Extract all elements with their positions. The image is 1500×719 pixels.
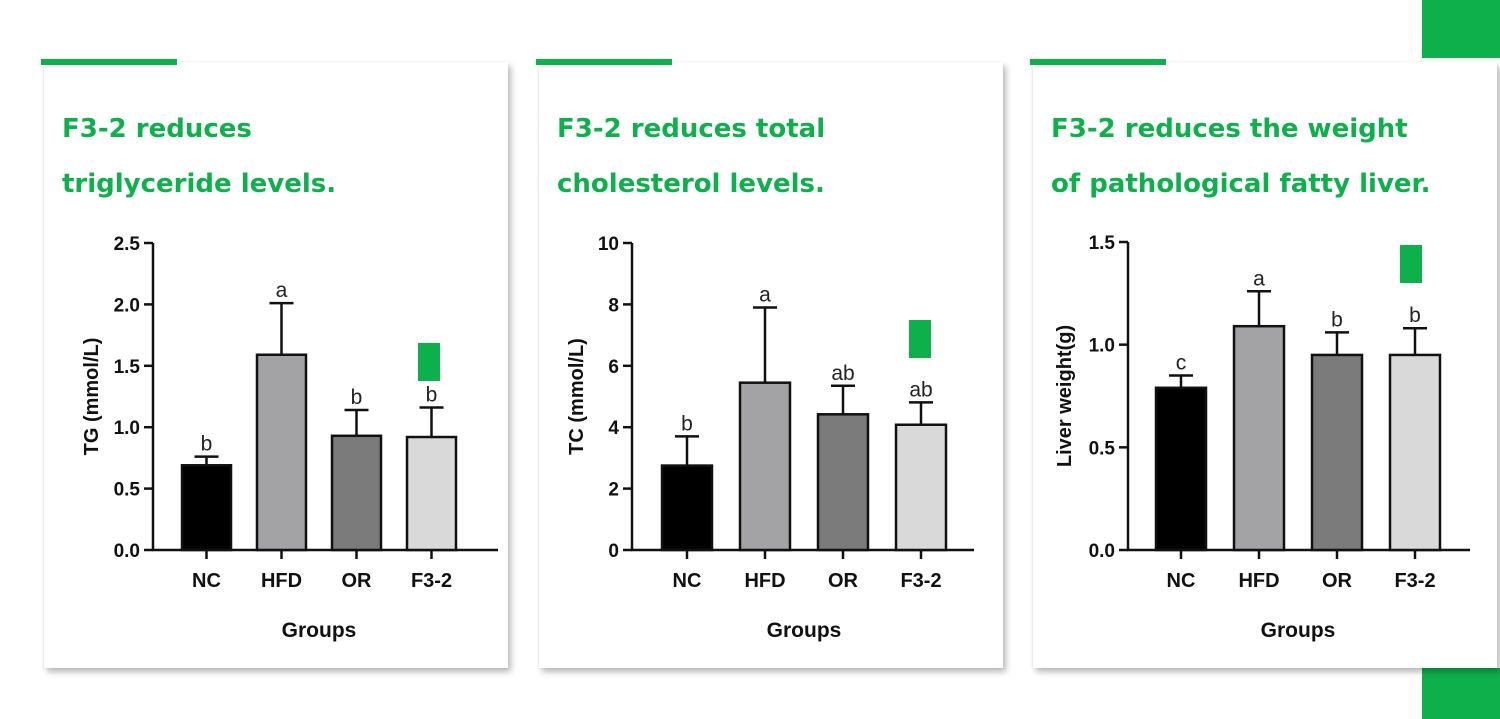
significance-letter: a xyxy=(276,279,288,302)
x-axis-label: Groups xyxy=(1261,619,1336,642)
panel-title-line-2: cholesterol levels. xyxy=(557,169,825,199)
x-tick-label: F3-2 xyxy=(1394,570,1435,592)
y-tick-label: 2.0 xyxy=(114,295,140,316)
panel-accent-bar xyxy=(41,59,177,65)
significance-letter: b xyxy=(1331,308,1343,331)
significance-letter: b xyxy=(351,386,363,409)
bar-f3-2 xyxy=(405,435,458,552)
y-tick-label: 10 xyxy=(598,234,619,255)
x-axis-label: Groups xyxy=(767,619,842,642)
panel-title-line-2: of pathological fatty liver. xyxy=(1051,169,1431,199)
panel-title-line-1: F3-2 reduces total xyxy=(557,114,826,144)
y-tick-label: 0.5 xyxy=(1089,438,1116,459)
y-tick-label: 1.0 xyxy=(114,418,140,439)
x-axis-label: Groups xyxy=(282,619,357,642)
x-tick-label: HFD xyxy=(744,570,785,592)
y-axis-label: TC (mmol/L) xyxy=(566,338,588,455)
panel-cholesterol: F3-2 reduces total cholesterol levels. 0… xyxy=(536,59,1003,668)
y-tick-label: 4 xyxy=(608,418,619,439)
panel-title-line-2: triglyceride levels. xyxy=(62,169,337,199)
x-tick-label: HFD xyxy=(261,570,302,592)
bar-or xyxy=(330,434,383,552)
significance-letter: a xyxy=(759,283,771,306)
y-tick-label: 6 xyxy=(608,357,619,378)
tc-bar-chart: 0 2 4 6 8 10 TC (mmol/L) b NC a HFD ab OR ab F3-2 Group… xyxy=(566,234,974,642)
panel-liver-weight: F3-2 reduces the weight of pathological … xyxy=(1030,59,1497,668)
panel-title: F3-2 reduces the weight of pathological … xyxy=(1051,102,1481,212)
highlight-marker xyxy=(909,320,931,358)
y-axis-label: TG (mmol/L) xyxy=(81,338,103,456)
bar-hfd xyxy=(1232,324,1286,552)
x-tick-label: F3-2 xyxy=(411,570,452,592)
x-tick-label: F3-2 xyxy=(900,570,941,592)
corner-accent-top xyxy=(1422,0,1500,58)
panel-title: F3-2 reduces triglyceride levels. xyxy=(62,102,492,212)
x-tick-label: OR xyxy=(1322,570,1353,592)
x-tick-label: NC xyxy=(673,570,702,592)
significance-letter: c xyxy=(1176,351,1187,374)
bar-f3-2 xyxy=(894,423,948,552)
panel-accent-bar xyxy=(1030,59,1166,65)
significance-letter: b xyxy=(426,384,438,407)
significance-letter: b xyxy=(201,433,213,456)
panel-title-line-1: F3-2 reduces xyxy=(62,114,252,144)
y-tick-label: 1.5 xyxy=(114,357,141,378)
y-tick-label: 2.5 xyxy=(114,234,141,255)
highlight-marker xyxy=(1400,245,1422,283)
corner-accent-bottom xyxy=(1422,668,1500,719)
x-tick-label: HFD xyxy=(1238,570,1279,592)
tg-bar-chart: 0.0 0.5 1.0 1.5 2.0 2.5 TG (mmol/L) b NC a HFD b OR b… xyxy=(81,234,498,642)
significance-letter: b xyxy=(681,412,693,435)
panel-title: F3-2 reduces total cholesterol levels. xyxy=(557,102,987,212)
bar-nc xyxy=(1154,386,1208,552)
x-tick-label: NC xyxy=(1167,570,1196,592)
y-tick-label: 2 xyxy=(608,480,619,501)
bar-hfd xyxy=(738,381,792,552)
bar-nc xyxy=(180,464,233,552)
panel-title-line-1: F3-2 reduces the weight xyxy=(1051,114,1408,144)
liver-weight-bar-chart: 0.0 0.5 1.0 1.5 Liver weight(g) c NC a HFD b OR b F3… xyxy=(1054,233,1470,642)
significance-letter: ab xyxy=(831,362,854,385)
bar-or xyxy=(1310,353,1364,552)
bar-or xyxy=(816,413,870,552)
panel-accent-bar xyxy=(536,59,672,65)
x-tick-label: NC xyxy=(192,570,221,592)
y-tick-label: 0.5 xyxy=(114,480,141,501)
y-tick-label: 1.5 xyxy=(1089,233,1116,254)
panel-triglyceride: F3-2 reduces triglyceride levels. 0.0 0.5… xyxy=(41,59,508,668)
bar-nc xyxy=(660,464,714,552)
y-tick-label: 1.0 xyxy=(1089,336,1115,357)
y-tick-label: 8 xyxy=(608,295,619,316)
significance-letter: a xyxy=(1253,267,1265,290)
y-tick-label: 0.0 xyxy=(114,541,140,562)
bar-f3-2 xyxy=(1388,353,1442,552)
highlight-marker xyxy=(418,343,440,381)
y-tick-label: 0.0 xyxy=(1089,541,1115,562)
bar-hfd xyxy=(255,353,308,552)
x-tick-label: OR xyxy=(828,570,859,592)
y-axis-label: Liver weight(g) xyxy=(1054,325,1076,467)
y-tick-label: 0 xyxy=(608,541,619,562)
significance-letter: ab xyxy=(909,378,932,401)
x-tick-label: OR xyxy=(342,570,373,592)
significance-letter: b xyxy=(1409,304,1421,327)
